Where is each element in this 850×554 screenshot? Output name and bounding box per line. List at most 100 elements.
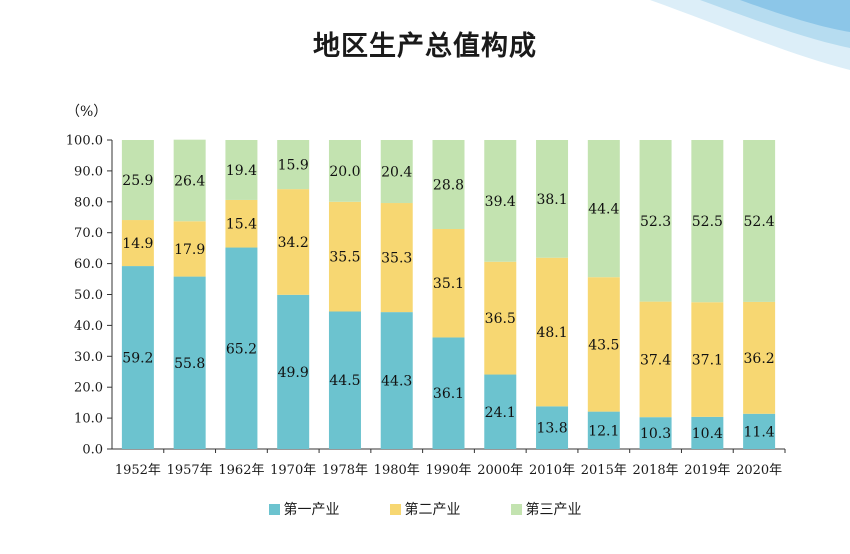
y-tick-label: 20.0 xyxy=(74,381,103,396)
data-label: 44.3 xyxy=(381,374,412,390)
legend-label-tertiary: 第三产业 xyxy=(525,502,582,518)
bar-segment xyxy=(225,199,258,248)
bar-segment xyxy=(277,294,310,449)
data-label: 38.1 xyxy=(536,192,567,208)
corner-decoration xyxy=(650,0,850,70)
legend-swatch-secondary xyxy=(389,503,401,515)
y-tick-label: 80.0 xyxy=(74,195,103,210)
data-label: 15.9 xyxy=(278,158,309,174)
bar-segment xyxy=(484,374,517,449)
bar-segment xyxy=(639,140,672,302)
y-tick-label: 50.0 xyxy=(74,288,103,303)
bar-segment xyxy=(691,302,724,417)
data-label: 37.1 xyxy=(692,353,723,369)
bar-segment xyxy=(432,140,465,229)
bar-segment xyxy=(691,140,724,303)
x-tick-label: 2020年 xyxy=(736,463,782,478)
data-label: 28.8 xyxy=(433,177,464,193)
data-label: 10.4 xyxy=(692,426,723,442)
data-label: 17.9 xyxy=(174,242,205,258)
bar-segment xyxy=(639,301,672,418)
data-label: 34.2 xyxy=(278,235,309,251)
bar-segment xyxy=(173,276,206,449)
bar-segment xyxy=(743,413,776,449)
legend-label-secondary: 第二产业 xyxy=(404,502,461,518)
y-tick-label: 60.0 xyxy=(74,257,103,272)
bar-segment xyxy=(432,228,465,338)
x-tick-label: 1980年 xyxy=(374,463,420,478)
data-label: 35.1 xyxy=(433,276,464,292)
data-label: 44.5 xyxy=(329,373,360,389)
data-label: 11.4 xyxy=(744,424,775,440)
y-tick-label: 10.0 xyxy=(74,412,103,427)
bar-segment xyxy=(121,220,154,267)
x-tick-label: 1970年 xyxy=(270,463,316,478)
bar-segment xyxy=(328,140,361,202)
data-label: 52.5 xyxy=(692,214,723,230)
x-tick-label: 1990年 xyxy=(425,463,471,478)
bar-segment xyxy=(173,139,206,222)
data-label: 52.4 xyxy=(744,214,775,230)
bar-segment xyxy=(743,140,776,302)
data-label: 26.4 xyxy=(174,173,205,189)
bar-segment xyxy=(432,337,465,449)
data-label: 49.9 xyxy=(278,365,309,381)
bar-segment xyxy=(639,417,672,449)
data-label: 20.0 xyxy=(329,164,360,180)
bar-segment xyxy=(380,312,413,449)
x-tick-label: 2010年 xyxy=(529,463,575,478)
data-label: 24.1 xyxy=(485,405,516,421)
legend-label-primary: 第一产业 xyxy=(283,502,340,518)
bar-segment xyxy=(225,247,258,449)
x-tick-label: 1962年 xyxy=(218,463,264,478)
data-label: 37.4 xyxy=(640,352,671,368)
data-label: 36.5 xyxy=(485,311,516,327)
data-label: 36.2 xyxy=(744,351,775,367)
bar-segment xyxy=(536,406,569,449)
x-tick-label: 1978年 xyxy=(322,463,368,478)
bar-segment xyxy=(587,140,620,278)
data-label: 39.4 xyxy=(485,194,516,210)
bar-segment xyxy=(328,201,361,312)
y-tick-label: 100.0 xyxy=(66,134,103,149)
bar-segment xyxy=(121,266,154,449)
x-tick-label: 1957年 xyxy=(167,463,213,478)
data-label: 35.3 xyxy=(381,251,412,267)
data-label: 12.1 xyxy=(588,423,619,439)
data-label: 14.9 xyxy=(122,236,153,252)
x-tick-label: 2015年 xyxy=(581,463,627,478)
x-tick-label: 1952年 xyxy=(115,463,161,478)
bar-segment xyxy=(536,257,569,407)
legend-item-secondary: 第二产业 xyxy=(389,499,461,519)
data-label: 59.2 xyxy=(122,351,153,367)
bar-segment xyxy=(691,416,724,449)
bar-segment xyxy=(328,311,361,449)
bar-segment xyxy=(587,411,620,449)
bar-segment xyxy=(121,140,154,221)
bar-segment xyxy=(277,189,310,295)
legend-swatch-tertiary xyxy=(510,503,522,515)
data-label: 36.1 xyxy=(433,386,464,402)
data-label: 65.2 xyxy=(226,341,257,357)
data-label: 48.1 xyxy=(536,325,567,341)
data-label: 19.4 xyxy=(226,163,257,179)
bar-segment xyxy=(225,140,258,200)
data-label: 43.5 xyxy=(588,337,619,353)
y-tick-label: 70.0 xyxy=(74,226,103,241)
chart-title: 地区生产总值构成 xyxy=(313,31,537,62)
data-label: 10.3 xyxy=(640,426,671,442)
bar-segment xyxy=(536,140,569,258)
x-tick-label: 2000年 xyxy=(477,463,523,478)
bar-segment xyxy=(484,261,517,375)
data-label: 15.4 xyxy=(226,217,257,233)
bar-segment xyxy=(380,203,413,313)
legend-item-primary: 第一产业 xyxy=(268,499,340,519)
y-tick-label: 30.0 xyxy=(74,350,103,365)
legend-swatch-primary xyxy=(268,503,280,515)
bar-segment xyxy=(173,221,206,277)
data-label: 35.5 xyxy=(329,250,360,266)
bar-segment xyxy=(587,277,620,412)
bar-segment xyxy=(380,140,413,204)
data-label: 55.8 xyxy=(174,356,205,372)
